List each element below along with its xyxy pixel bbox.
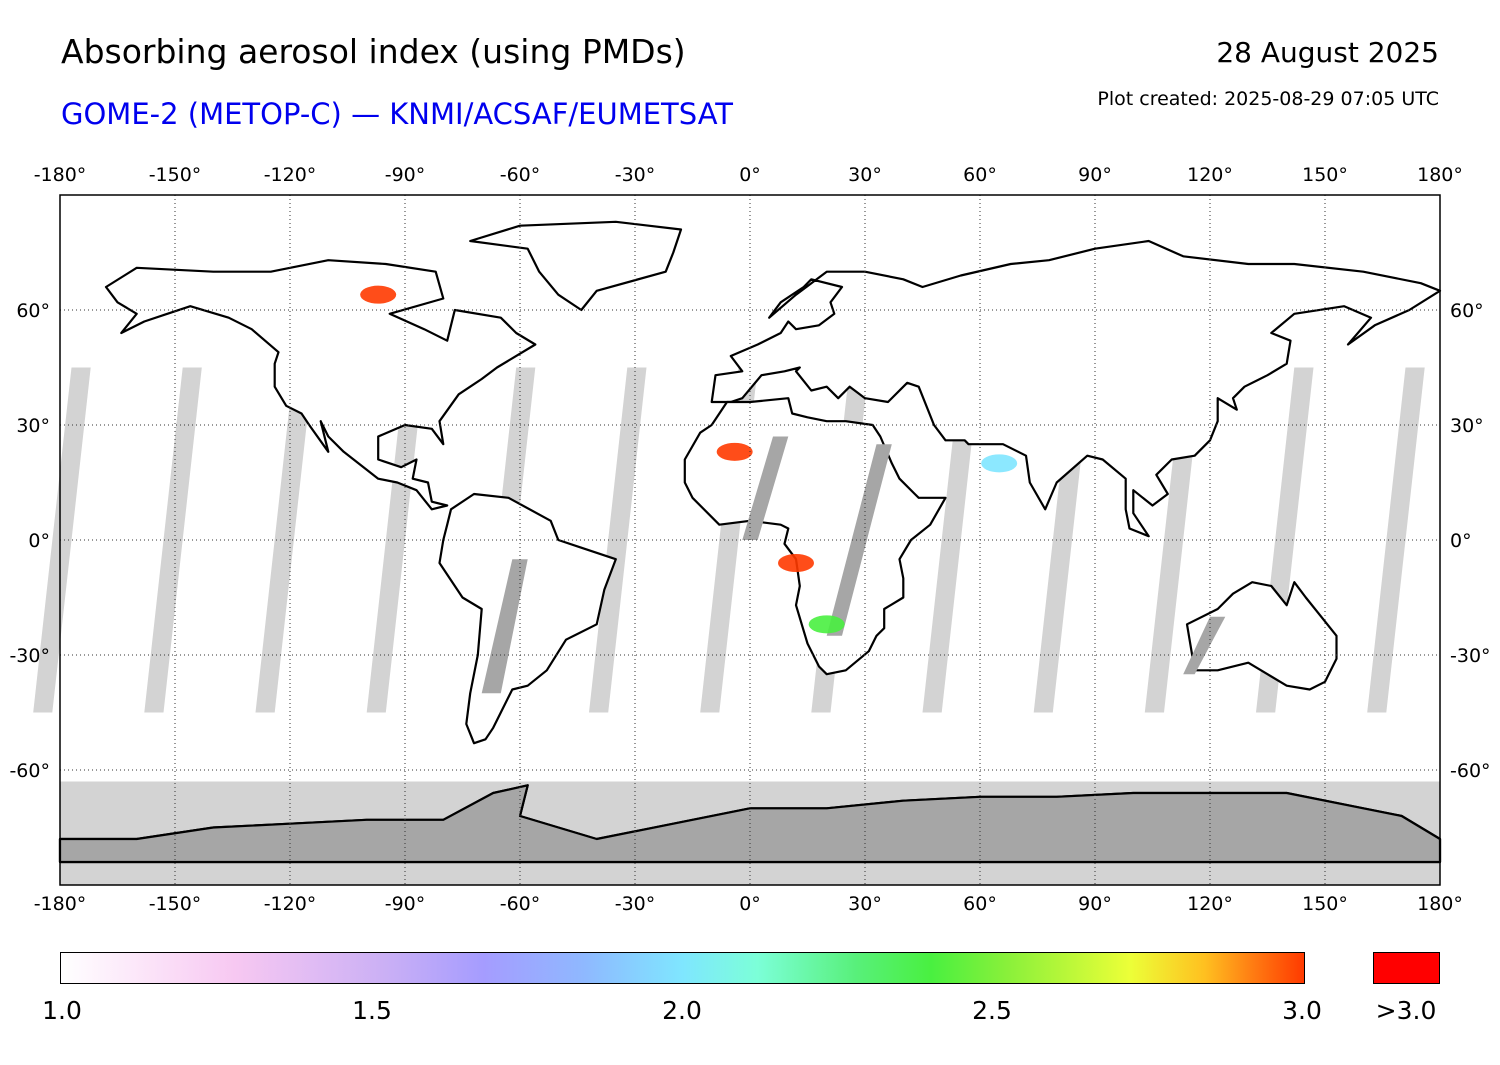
orbit-gap-swath-8 [922,367,980,713]
land-gap-patch-1 [742,436,789,540]
map-frame [59,194,1441,886]
orbit-gap-swath-12 [1367,367,1425,713]
orbit-gap-swath-5 [589,367,647,713]
lon-tick-label-top: 150° [1302,164,1348,186]
lon-tick-label-bottom: -60° [500,893,541,915]
aerosol-plume-0 [716,442,753,461]
land-gap-patch-2 [826,444,892,636]
lat-tick-label-left: 60° [16,300,50,322]
continent-south-america [438,492,617,745]
lon-tick-label-bottom: 120° [1187,893,1233,915]
lon-tick-label-bottom: -30° [615,893,656,915]
lon-tick-label-top: 180° [1417,164,1463,186]
lon-tick-label-bottom: 60° [963,893,997,915]
lat-tick-label-right: 30° [1450,415,1484,437]
lon-tick-label-top: -90° [385,164,426,186]
lat-tick-label-right: -30° [1450,645,1491,667]
lon-tick-label-top: 90° [1078,164,1112,186]
colorbar-tick-label: 3.0 [1282,996,1322,1025]
map-title: Absorbing aerosol index (using PMDs) [61,32,686,71]
lon-tick-label-bottom: 90° [1078,893,1112,915]
lon-tick-label-bottom: 150° [1302,893,1348,915]
lon-tick-label-top: -120° [264,164,317,186]
lat-tick-label-left: -30° [9,645,50,667]
lat-tick-label-right: -60° [1450,760,1491,782]
lon-tick-label-bottom: -150° [149,893,202,915]
lon-tick-label-top: 120° [1187,164,1233,186]
colorbar-over-label: >3.0 [1375,996,1437,1025]
lon-tick-label-top: 0° [739,164,761,186]
map-subtitle: GOME-2 (METOP-C) — KNMI/ACSAF/EUMETSAT [61,97,734,131]
plot-created-timestamp: Plot created: 2025-08-29 07:05 UTC [1097,88,1439,110]
colorbar-tick-label: 2.0 [662,996,702,1025]
lon-tick-label-top: -180° [34,164,87,186]
continent-greenland [469,220,683,312]
orbit-gap-swath-1 [144,367,202,713]
colorbar-gradient [60,952,1305,984]
continent-north-america [104,259,537,511]
lon-tick-label-bottom: -90° [385,893,426,915]
world-aerosol-map: -180° -180° -150° -150° -120° -120° -90° -90° -6… [9,164,1491,915]
colorbar-tick-label: 1.5 [352,996,392,1025]
colorbar-tick-label: 1.0 [42,996,82,1025]
lon-tick-label-top: 30° [848,164,882,186]
lon-tick-label-top: -30° [615,164,656,186]
lon-tick-label-bottom: 0° [739,893,761,915]
lon-tick-label-bottom: 30° [848,893,882,915]
land-gap-patch-0 [481,559,528,694]
lat-tick-label-right: 60° [1450,300,1484,322]
aerosol-plume-3 [360,285,397,304]
continent-europe-asia [710,239,1442,538]
lon-tick-label-top: -150° [149,164,202,186]
aerosol-plume-2 [808,615,845,634]
lat-tick-label-left: -60° [9,760,50,782]
orbit-gap-swath-3 [366,367,425,713]
lat-tick-label-right: 0° [1450,530,1472,552]
orbit-gap-swath-0 [33,367,91,713]
map-date: 28 August 2025 [1216,36,1439,69]
colorbar-tick-label: 2.5 [972,996,1012,1025]
lon-tick-label-bottom: -180° [34,893,87,915]
lon-tick-label-bottom: 180° [1417,893,1463,915]
land-gap-patch-3 [1183,616,1226,675]
lon-tick-label-bottom: -120° [264,893,317,915]
colorbar-over-swatch [1373,952,1440,984]
aerosol-plume-4 [981,454,1018,473]
lon-tick-label-top: 60° [963,164,997,186]
lat-tick-label-left: 30° [16,415,50,437]
lat-tick-label-left: 0° [28,530,50,552]
continent-australia [1185,581,1338,691]
lon-tick-label-top: -60° [500,164,541,186]
aerosol-plume-1 [778,554,814,572]
